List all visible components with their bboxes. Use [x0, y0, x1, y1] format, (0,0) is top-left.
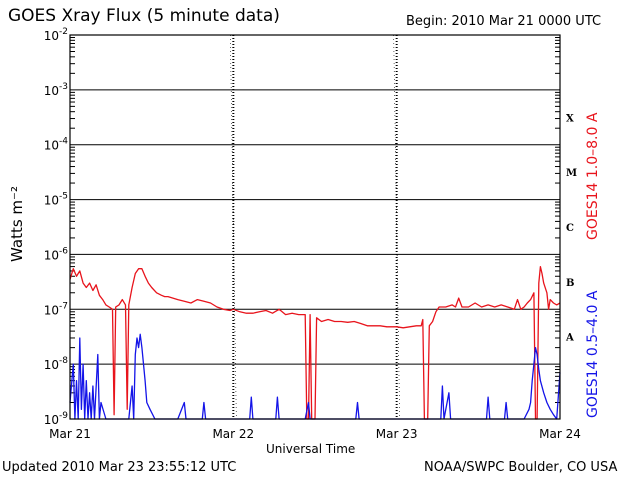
x-tick-label: Mar 24	[539, 427, 581, 441]
updated-timestamp: Updated 2010 Mar 23 23:55:12 UTC	[2, 460, 237, 475]
y-axis-label: Watts m⁻²	[8, 186, 26, 262]
y-tick-label: 10-9	[44, 411, 69, 427]
series-line-long-channel	[69, 265, 561, 420]
grid-line-day-minor	[393, 34, 400, 420]
plot-frame	[69, 34, 561, 420]
legend-long-channel: GOES14 1.0–8.0 A	[585, 112, 601, 240]
flare-class-labels: X M C B A	[565, 113, 577, 343]
y-tick-label: 10-5	[44, 192, 68, 208]
x-tick-label: Mar 22	[212, 427, 254, 441]
y-tick-label: 10-3	[44, 82, 68, 98]
x-tick-label: Mar 21	[49, 427, 91, 441]
flare-class-label: A	[565, 333, 574, 344]
credit-label: NOAA/SWPC Boulder, CO USA	[424, 460, 618, 475]
y-tick-label: 10-4	[44, 137, 69, 153]
y-tick-label: 10-2	[44, 27, 68, 43]
legend-short-channel: GOES14 0.5–4.0 A	[585, 290, 601, 418]
series-layer	[69, 265, 561, 420]
x-tick-labels: Mar 21 Mar 22 Mar 23 Mar 24	[49, 427, 581, 441]
y-tick-label: 10-6	[44, 246, 69, 262]
minor-ticks	[70, 37, 560, 403]
flare-class-label: X	[566, 113, 574, 124]
x-tick-label: Mar 23	[376, 427, 418, 441]
grid-line-day-minor	[230, 34, 237, 420]
y-tick-label: 10-8	[44, 356, 69, 372]
y-tick-label: 10-7	[44, 301, 68, 317]
flare-class-label: C	[566, 223, 574, 234]
begin-label: Begin: 2010 Mar 21 0000 UTC	[406, 14, 602, 29]
flare-class-label: M	[566, 168, 577, 179]
y-tick-labels: 10-2 10-3 10-4 10-5 10-6 10-7 10-8 10-9	[44, 27, 69, 427]
plot-border	[69, 34, 561, 420]
x-axis-label: Universal Time	[266, 442, 356, 456]
chart-title: GOES Xray Flux (5 minute data)	[8, 6, 280, 26]
flare-class-label: B	[566, 278, 574, 289]
